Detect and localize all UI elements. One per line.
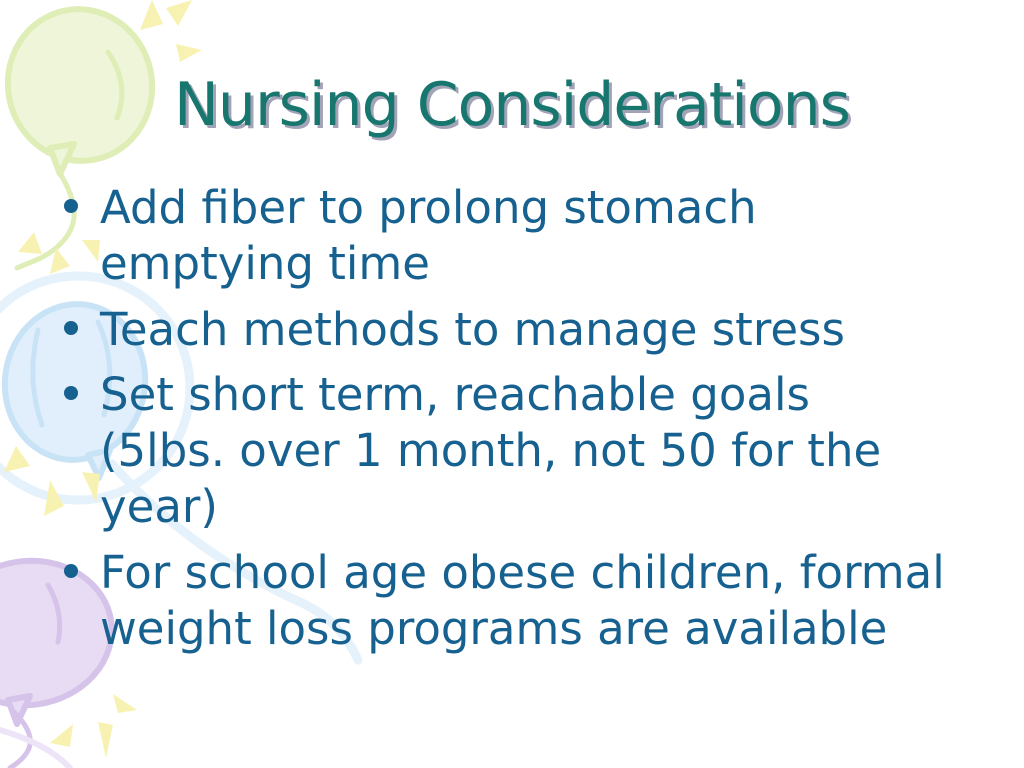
bullet-text: Set short term, reachable goals (5lbs. o… [100,367,882,534]
bullet-text: Add fiber to prolong stomach emptying ti… [100,181,757,291]
bullet-item: Teach methods to manage stress [64,302,980,358]
bullet-item: For school age obese children, formal we… [64,545,980,658]
bullet-list: Add fiber to prolong stomach emptying ti… [64,180,980,666]
bullet-dot-icon [64,385,78,400]
sparkle-icons-top [140,0,202,62]
bullet-dot-icon [64,320,78,335]
bullet-text: Teach methods to manage stress [100,302,845,356]
green-balloon-icon [4,6,156,271]
bullet-item: Add fiber to prolong stomach emptying ti… [64,180,980,293]
sparkle-icons-middle-left [4,446,100,516]
sparkle-icons-upper-left [18,232,100,274]
bullet-text: For school age obese children, formal we… [100,545,945,655]
blue-balloon-icon [0,271,363,665]
slide-title: Nursing Considerations [174,70,851,140]
bullet-dot-icon [64,563,78,578]
purple-balloon-icon [0,557,115,768]
sparkle-icons-bottom-left [50,694,137,758]
bullet-dot-icon [64,199,78,213]
bullet-item: Set short term, reachable goals (5lbs. o… [64,367,980,536]
